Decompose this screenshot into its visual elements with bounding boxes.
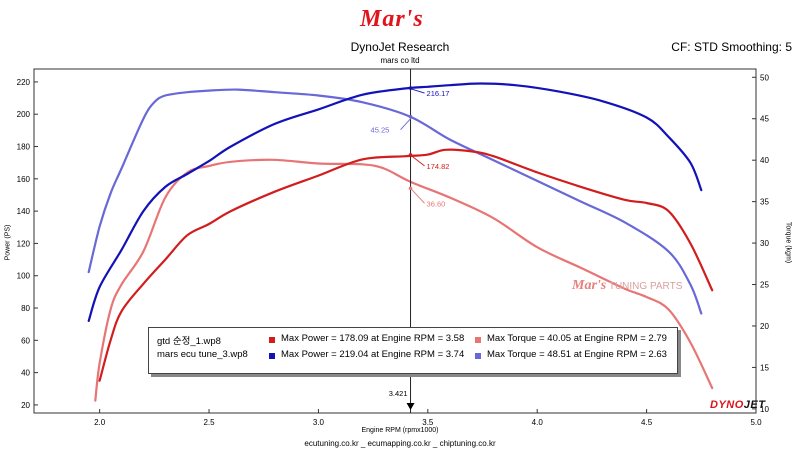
annotation-leader <box>400 117 412 130</box>
y-tick-label: 20 <box>21 401 30 410</box>
legend-power-swatch <box>269 353 275 359</box>
x-tick-label: 3.0 <box>313 418 325 427</box>
x-tick-label: 5.0 <box>750 418 762 427</box>
legend-max-torque: Max Torque = 40.05 at Engine RPM = 2.79 <box>487 333 667 344</box>
annotation-point <box>408 186 413 191</box>
annotation-point <box>408 86 413 90</box>
annotation-leader <box>411 88 425 94</box>
y-tick-label: 40 <box>21 369 30 378</box>
legend-torque-swatch <box>475 337 481 343</box>
x-tick-label: 2.0 <box>94 418 106 427</box>
y-tick-label: 180 <box>17 143 31 152</box>
y-tick-label: 120 <box>17 239 31 248</box>
y2-tick-label: 25 <box>760 281 769 290</box>
x-axis-label: Engine RPM (rpmx1000) <box>361 427 439 434</box>
x-tick-label: 4.5 <box>641 418 653 427</box>
series-line <box>98 148 714 382</box>
series-line <box>87 88 703 315</box>
legend-max-power: Max Power = 178.09 at Engine RPM = 3.58 <box>281 333 465 344</box>
legend-run-name: mars ecu tune_3.wp8 <box>157 349 248 360</box>
chart-title: DynoJet Research <box>350 40 450 54</box>
dynojet-logo: DYNOJET <box>710 399 766 411</box>
x-tick-label: 3.5 <box>422 418 434 427</box>
watermark: Mar's TUNING PARTS <box>572 278 683 293</box>
y-tick-label: 60 <box>21 336 30 345</box>
y2-tick-label: 50 <box>760 73 769 82</box>
legend-max-power: Max Power = 219.04 at Engine RPM = 3.74 <box>281 349 465 360</box>
legend-run-name: gtd 순정_1.wp8 <box>157 336 221 347</box>
y-tick-label: 140 <box>17 207 31 216</box>
legend: gtd 순정_1.wp8 Max Power = 178.09 at Engin… <box>148 327 678 374</box>
y-tick-label: 100 <box>17 272 31 281</box>
mars-logo: Mar's <box>360 6 424 32</box>
y-axis-label-left: Power (PS) <box>4 224 12 261</box>
y-tick-label: 160 <box>17 175 31 184</box>
y-tick-label: 220 <box>17 78 31 87</box>
y-axis-label-right: Torque (kgm) <box>784 221 792 264</box>
y2-tick-label: 35 <box>760 198 769 207</box>
y-tick-label: 80 <box>21 304 30 313</box>
annotation-label: 45.25 <box>371 126 390 135</box>
x-tick-label: 4.0 <box>532 418 544 427</box>
annotation-label: 216.17 <box>427 89 450 98</box>
x-tick-label: 2.5 <box>203 418 215 427</box>
y2-tick-label: 20 <box>760 322 769 331</box>
annotation-leader <box>411 189 425 204</box>
series-line <box>94 158 714 402</box>
annotation-point <box>408 153 413 157</box>
y2-tick-label: 15 <box>760 363 769 372</box>
legend-power-swatch <box>269 337 275 343</box>
cf-smoothing-label: CF: STD Smoothing: 5 <box>671 40 792 54</box>
cursor-value: 3.421 <box>389 389 408 398</box>
footer-sites: ecutuning.co.kr _ ecumapping.co.kr _ chi… <box>304 439 496 448</box>
series-line <box>87 82 703 322</box>
y2-tick-label: 10 <box>760 405 769 414</box>
annotation-label: 174.82 <box>427 162 450 171</box>
y2-tick-label: 30 <box>760 239 769 248</box>
y2-tick-label: 40 <box>760 156 769 165</box>
y2-tick-label: 45 <box>760 115 769 124</box>
y-tick-label: 200 <box>17 110 31 119</box>
annotation-leader <box>411 155 425 167</box>
legend-torque-swatch <box>475 353 481 359</box>
chart-subtitle: mars co ltd <box>380 56 420 65</box>
cursor-marker <box>406 403 415 410</box>
annotation-label: 36.60 <box>427 199 446 208</box>
legend-max-torque: Max Torque = 48.51 at Engine RPM = 2.63 <box>487 349 667 360</box>
annotation-point <box>408 114 413 119</box>
